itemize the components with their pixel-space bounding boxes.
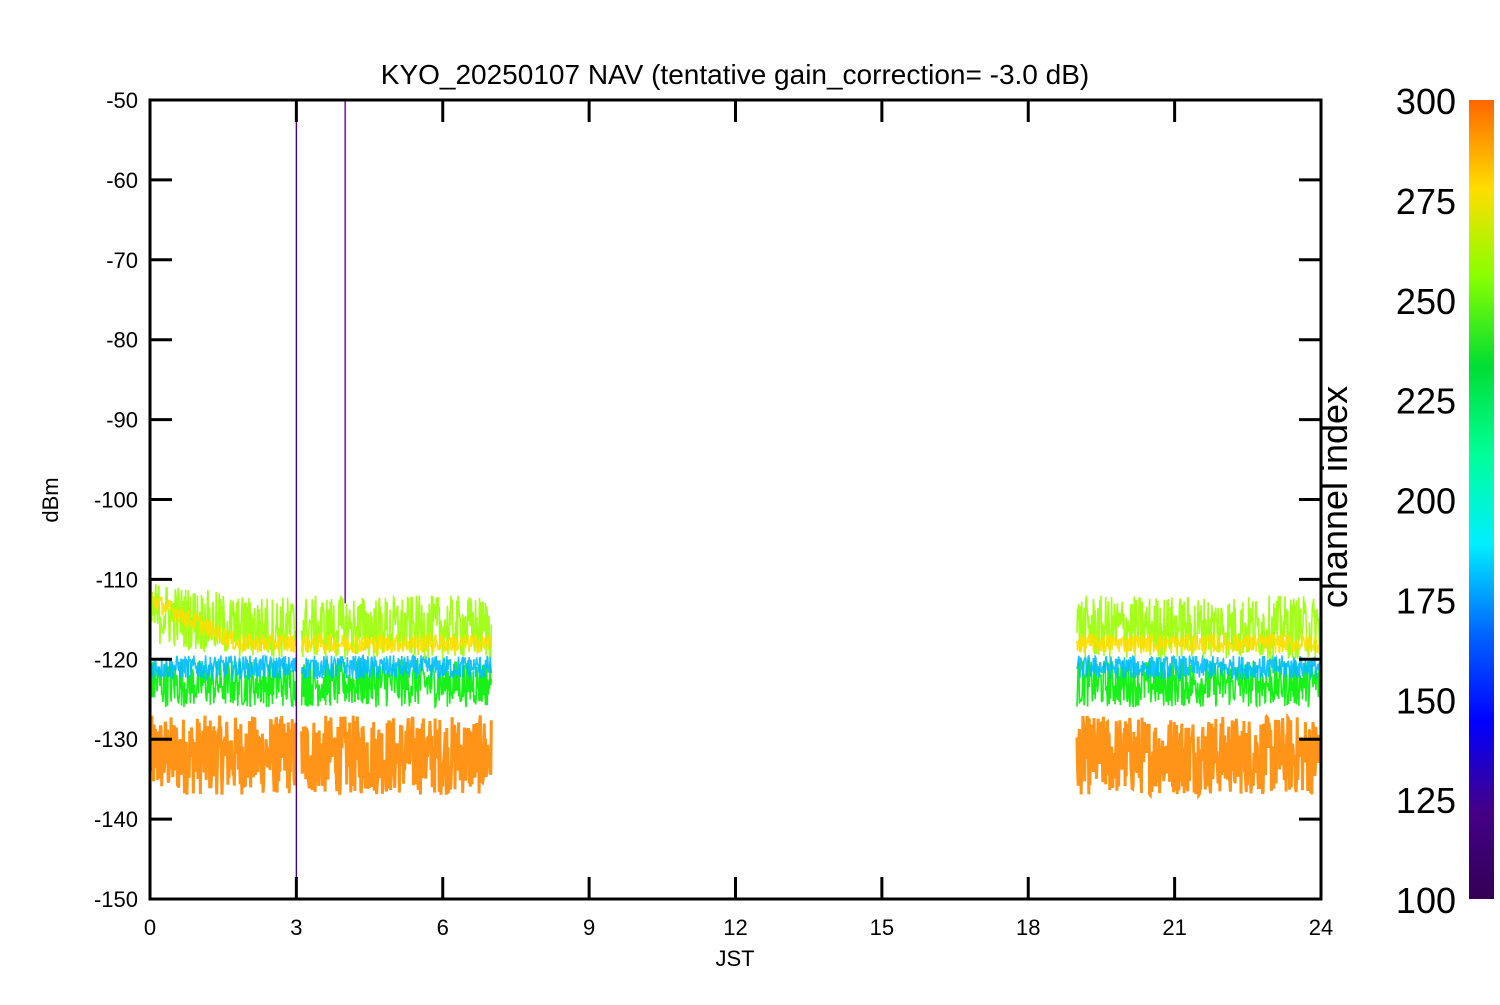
band-265-seg-1: [1076, 595, 1321, 660]
band-275-seg-0: [150, 594, 493, 655]
x-tick-label: 0: [144, 915, 156, 940]
band-265-seg-0: [150, 580, 493, 660]
y-tick-label: -50: [106, 88, 138, 113]
y-tick-label: -110: [96, 567, 138, 592]
y-tick-label: -120: [94, 647, 138, 672]
colorbar-label: channel index: [1314, 386, 1355, 608]
x-tick-label: 12: [723, 915, 747, 940]
band-175-seg-1: [1076, 653, 1321, 682]
y-tick-label: -140: [94, 807, 138, 832]
x-tick-label: 15: [870, 915, 894, 940]
x-tick-label: 24: [1309, 915, 1333, 940]
colorbar-tick-label: 275: [1396, 181, 1456, 222]
band-275-seg-1: [1076, 631, 1321, 655]
x-tick-label: 9: [583, 915, 595, 940]
axes-layer: 0 3 6 9 12 15 18 21 24 -50 -60 -70 -80 -90 -100 -110 -12…: [94, 88, 1333, 940]
band-175-seg-0: [150, 653, 493, 683]
colorbar-tick-label: 225: [1396, 381, 1456, 422]
y-tick-label: -150: [94, 887, 138, 912]
plot-data-layer: [150, 100, 1321, 899]
band-295-seg-0: [150, 715, 493, 795]
x-tick-label: 18: [1016, 915, 1040, 940]
colorbar-tick-label: 200: [1396, 481, 1456, 522]
band-295-seg-1: [1075, 712, 1321, 800]
y-axis-label: dBm: [38, 477, 63, 522]
x-tick-label: 3: [290, 915, 302, 940]
colorbar-tick-label: 300: [1396, 81, 1456, 122]
colorbar-tick-label: 175: [1396, 580, 1456, 621]
colorbar-tick-label: 125: [1396, 780, 1456, 821]
colorbar-tick-label: 150: [1396, 680, 1456, 721]
y-tick-label: -60: [106, 168, 138, 193]
x-tick-label: 21: [1162, 915, 1186, 940]
x-axis-label: JST: [715, 946, 754, 971]
chart-title: KYO_20250107 NAV (tentative gain_correct…: [381, 59, 1089, 90]
y-tick-label: -90: [106, 408, 138, 433]
colorbar-tick-label: 100: [1396, 880, 1456, 921]
colorbar-ticks: 300 275 250 225 200 175 150 125 100: [1396, 81, 1456, 921]
y-tick-label: -70: [106, 248, 138, 273]
colorbar-tick-label: 250: [1396, 281, 1456, 322]
x-tick-label: 6: [437, 915, 449, 940]
y-tick-label: -130: [94, 727, 138, 752]
y-tick-label: -100: [94, 488, 138, 513]
y-tick-label: -80: [106, 328, 138, 353]
colorbar: [1469, 100, 1494, 899]
